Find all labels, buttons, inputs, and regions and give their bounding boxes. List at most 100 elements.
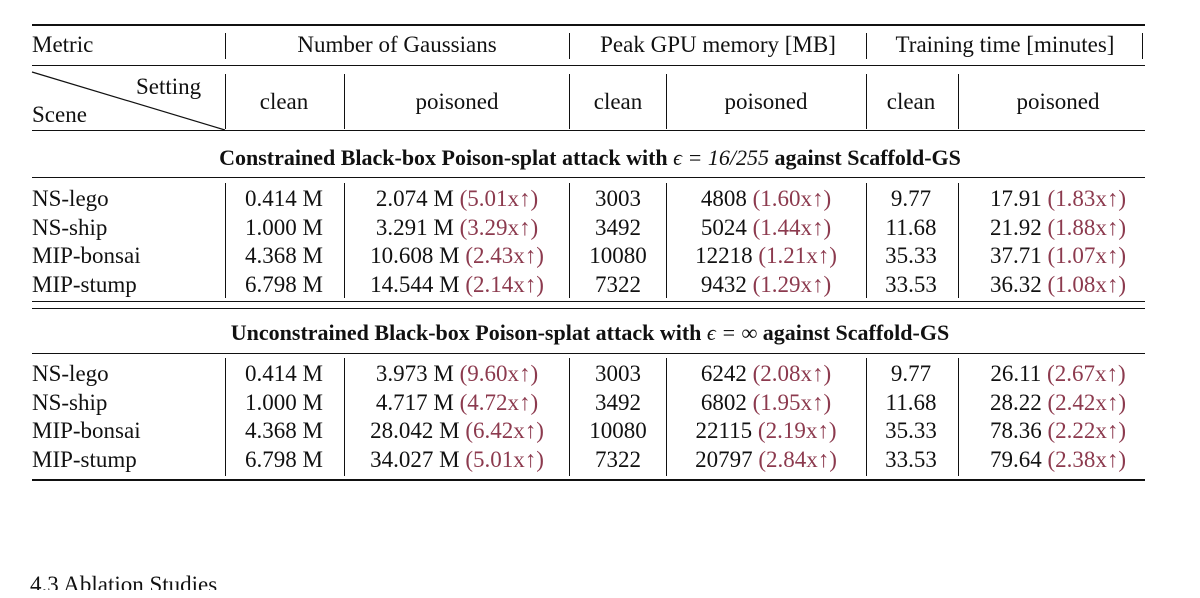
poisoned-value: 9432 — [700, 271, 747, 297]
poisoned-value: 22115 — [695, 418, 753, 443]
subheader-clean: clean — [593, 89, 643, 114]
cell-memory-poisoned: 12218 (1.21x↑) — [695, 243, 837, 269]
cell-time-poisoned: 79.64 (2.38x↑) — [990, 447, 1126, 473]
section1-title-rule — [32, 177, 1145, 178]
cell-gaussians-clean: 6.798 M — [245, 446, 323, 472]
column-separator — [866, 183, 867, 298]
cell-scene: NS-ship — [32, 389, 108, 415]
column-separator — [666, 358, 667, 476]
cell-time-poisoned: 26.11 (2.67x↑) — [990, 361, 1125, 387]
poisoned-value: 12218 — [695, 243, 753, 268]
increase-ratio: (2.38x↑) — [1047, 446, 1127, 472]
cell-gaussians-clean: 4.368 M — [245, 418, 323, 443]
cell-time-clean: 9.77 — [890, 186, 932, 211]
header-group-gaussians: Number of Gaussians — [297, 32, 497, 57]
increase-ratio: (6.42x↑) — [465, 418, 544, 443]
cell-time-clean: 11.68 — [885, 389, 937, 415]
diagonal-header-line — [31, 71, 226, 131]
column-separator — [225, 358, 226, 476]
poisoned-value: 20797 — [695, 446, 753, 472]
column-separator — [958, 183, 959, 298]
section-title-text: Unconstrained Black-box Poison-splat att… — [230, 320, 707, 345]
poisoned-value: 14.544 M — [370, 271, 460, 297]
cell-scene: MIP-bonsai — [32, 418, 141, 443]
increase-ratio: (2.22x↑) — [1047, 418, 1127, 443]
cell-scene: MIP-bonsai — [32, 243, 141, 268]
column-separator — [225, 183, 226, 298]
top-rule — [32, 24, 1145, 26]
cell-time-poisoned: 21.92 (1.88x↑) — [990, 215, 1126, 241]
column-separator — [569, 183, 570, 298]
column-separator — [666, 74, 667, 129]
cell-gaussians-clean: 1.000 M — [245, 389, 323, 415]
section-title-constrained: Constrained Black-box Poison-splat attac… — [0, 145, 1180, 171]
cell-memory-poisoned: 20797 (2.84x↑) — [695, 447, 837, 473]
cell-time-poisoned: 78.36 (2.22x↑) — [990, 418, 1126, 444]
increase-ratio: (4.72x↑) — [459, 389, 539, 415]
poisoned-value: 2.074 M — [375, 186, 454, 211]
cell-gaussians-clean: 4.368 M — [245, 243, 323, 268]
column-separator — [866, 358, 867, 476]
increase-ratio: (1.07x↑) — [1047, 243, 1127, 268]
section1-end-rule-a — [32, 301, 1145, 302]
increase-ratio: (1.60x↑) — [752, 186, 832, 211]
header-separator — [569, 33, 570, 59]
poisoned-value: 28.22 — [989, 389, 1042, 415]
header-scene: Scene — [32, 102, 87, 127]
poisoned-value: 3.973 M — [375, 361, 454, 386]
header-separator — [1142, 33, 1143, 59]
cell-gaussians-clean: 6.798 M — [245, 271, 323, 297]
cell-memory-clean: 7322 — [595, 271, 641, 297]
poisoned-value: 10.608 M — [370, 243, 460, 268]
poisoned-value: 26.11 — [990, 361, 1042, 386]
column-separator — [569, 74, 570, 129]
cell-memory-clean: 3492 — [595, 389, 641, 415]
cell-gaussians-poisoned: 28.042 M (6.42x↑) — [370, 418, 544, 444]
poisoned-value: 6242 — [700, 361, 747, 386]
cell-time-poisoned: 37.71 (1.07x↑) — [990, 243, 1126, 269]
increase-ratio: (1.88x↑) — [1047, 214, 1127, 240]
header-group-gpu-memory: Peak GPU memory [MB] — [600, 32, 836, 57]
cell-memory-poisoned: 5024 (1.44x↑) — [701, 215, 831, 241]
cell-time-poisoned: 36.32 (1.08x↑) — [990, 272, 1126, 298]
increase-ratio: (2.43x↑) — [465, 243, 544, 268]
column-separator — [958, 358, 959, 476]
header-group-training-time: Training time [minutes] — [895, 32, 1115, 57]
cell-scene: MIP-stump — [32, 271, 137, 297]
cell-memory-clean: 7322 — [595, 446, 641, 472]
poisoned-value: 37.71 — [989, 243, 1042, 268]
subheader-poisoned: poisoned — [1016, 89, 1100, 114]
subheader-clean: clean — [886, 89, 936, 114]
increase-ratio: (2.42x↑) — [1047, 389, 1127, 415]
section-title-text: Constrained Black-box Poison-splat attac… — [219, 145, 674, 170]
cell-time-clean: 33.53 — [885, 446, 937, 472]
section-title-unconstrained: Unconstrained Black-box Poison-splat att… — [0, 320, 1180, 346]
poisoned-value: 17.91 — [989, 186, 1042, 211]
section1-end-rule-b — [32, 308, 1145, 309]
column-separator — [344, 358, 345, 476]
cell-scene: MIP-stump — [32, 446, 137, 472]
section2-title-rule — [32, 353, 1145, 354]
header-separator — [225, 33, 226, 59]
increase-ratio: (9.60x↑) — [459, 361, 539, 386]
increase-ratio: (1.08x↑) — [1047, 271, 1127, 297]
header-rule — [32, 65, 1145, 66]
header-setting: Setting — [136, 74, 202, 99]
cell-time-clean: 35.33 — [885, 243, 937, 268]
cell-gaussians-poisoned: 34.027 M (5.01x↑) — [370, 447, 544, 473]
increase-ratio: (1.95x↑) — [752, 389, 832, 415]
cell-gaussians-clean: 1.000 M — [245, 214, 323, 240]
increase-ratio: (2.19x↑) — [757, 418, 837, 443]
cell-memory-clean: 3003 — [595, 361, 641, 386]
cell-gaussians-poisoned: 3.973 M (9.60x↑) — [376, 361, 538, 387]
increase-ratio: (2.14x↑) — [465, 271, 544, 297]
cell-gaussians-poisoned: 14.544 M (2.14x↑) — [370, 272, 544, 298]
column-separator — [225, 74, 226, 129]
cell-gaussians-poisoned: 4.717 M (4.72x↑) — [376, 390, 538, 416]
cell-time-clean: 35.33 — [885, 418, 937, 443]
bottom-rule — [32, 479, 1145, 481]
poisoned-value: 78.36 — [989, 418, 1042, 443]
cell-time-clean: 33.53 — [885, 271, 937, 297]
cell-memory-poisoned: 6802 (1.95x↑) — [701, 390, 831, 416]
poisoned-value: 79.64 — [989, 446, 1042, 472]
